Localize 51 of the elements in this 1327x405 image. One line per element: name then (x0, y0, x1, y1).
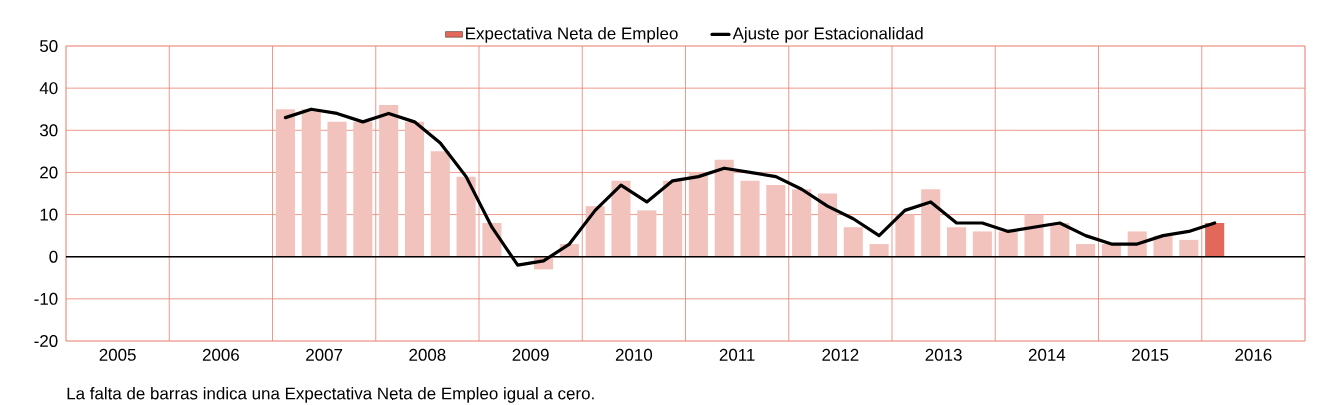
bar (946, 227, 967, 257)
legend-label: Expectativa Neta de Empleo (466, 27, 678, 43)
bar (637, 210, 657, 257)
bar (921, 189, 941, 257)
y-tick-label: 20 (40, 166, 58, 179)
bar (740, 180, 760, 257)
bar (663, 180, 683, 257)
x-tick-label: 2006 (202, 348, 239, 361)
bar (611, 180, 631, 257)
y-tick-label: -20 (34, 335, 58, 347)
x-tick-label: 2014 (1028, 348, 1066, 361)
x-tick-label: 2007 (306, 348, 343, 361)
bar (430, 151, 450, 257)
x-tick-label: 2011 (719, 348, 755, 361)
bar (456, 176, 476, 257)
bar (327, 121, 347, 257)
x-tick-label: 2010 (615, 348, 653, 361)
x-tick-label: 2012 (822, 348, 859, 361)
bar (792, 189, 812, 257)
y-tick-label: 10 (40, 208, 58, 221)
bar (301, 109, 321, 257)
bar (1205, 223, 1225, 257)
bar (1076, 244, 1096, 257)
x-tick-label: 2009 (512, 348, 549, 361)
bar (714, 159, 734, 257)
y-tick-label: 50 (40, 40, 58, 52)
text: La falta de barras indica una Expectativa Neta de Empleo igual a cero. (67, 387, 594, 403)
bar (275, 109, 295, 257)
y-tick-label: 30 (39, 124, 58, 137)
bar (688, 172, 708, 257)
bar (998, 231, 1018, 257)
bar (895, 214, 915, 257)
bar (404, 121, 425, 257)
x-tick-label: 2015 (1132, 348, 1169, 361)
x-tick-label: 2013 (925, 348, 962, 361)
bar (379, 105, 399, 257)
x-tick-label: 2005 (99, 348, 136, 361)
bar (766, 185, 786, 257)
bar (843, 227, 863, 257)
legend-label: Ajuste por Estacionalidad (732, 27, 923, 43)
bar (353, 121, 373, 257)
x-tick-label: 2016 (1235, 348, 1272, 361)
bar (869, 244, 889, 257)
bar (972, 231, 992, 257)
bar (1179, 239, 1199, 257)
y-tick-label: -10 (34, 292, 58, 305)
x-tick-label: 2008 (409, 348, 446, 361)
y-tick-label: 40 (39, 82, 58, 95)
y-tick-label: 0 (49, 250, 58, 263)
bar (585, 206, 605, 257)
bar (817, 193, 838, 257)
